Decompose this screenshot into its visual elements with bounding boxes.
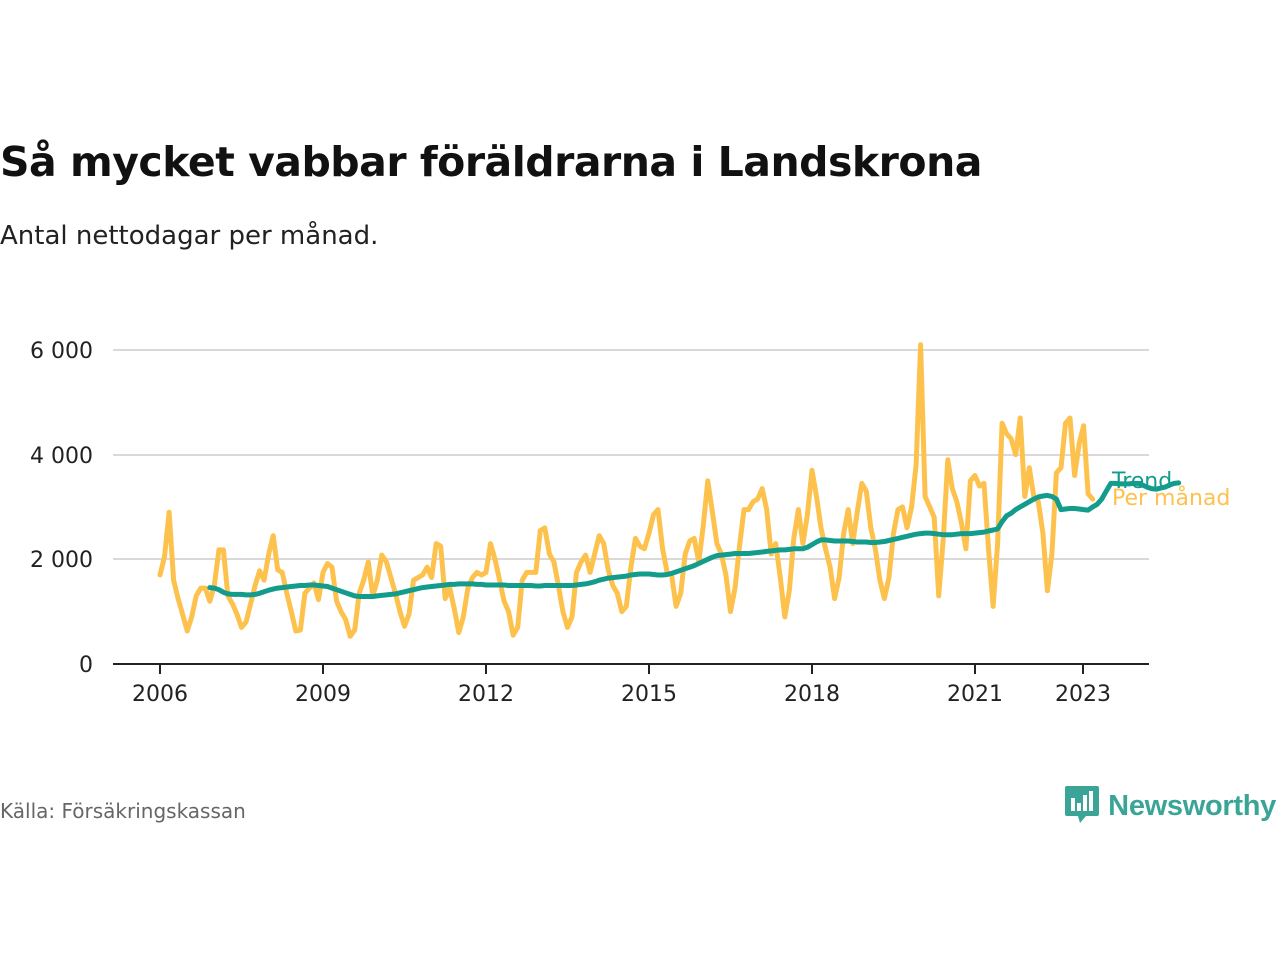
chart-title: Så mycket vabbar föräldrarna i Landskron…	[0, 138, 982, 186]
y-tick-label: 2 000	[30, 548, 93, 573]
x-tick-label: 2018	[784, 682, 840, 707]
x-axis-ticks	[159, 664, 1084, 674]
x-tick-label: 2012	[458, 682, 514, 707]
series-label-per-manad: Per månad	[1112, 485, 1230, 511]
y-axis-labels: 6 000 4 000 2 000 0	[30, 339, 93, 678]
x-tick-label: 2023	[1055, 682, 1111, 707]
y-tick-label: 6 000	[30, 339, 93, 364]
chart-subtitle: Antal nettodagar per månad.	[0, 221, 379, 251]
x-tick-label: 2009	[295, 682, 351, 707]
x-axis-labels: 2006 2009 2012 2015 2018 2021 2023	[132, 682, 1111, 707]
brand-logo: Newsworthy	[1064, 784, 1276, 828]
x-tick-label: 2006	[132, 682, 188, 707]
x-tick-label: 2015	[621, 682, 677, 707]
y-tick-label: 0	[79, 653, 93, 678]
series-label-trend: Trend	[1111, 469, 1172, 494]
y-tick-label: 4 000	[30, 444, 93, 469]
x-tick-label: 2021	[947, 682, 1003, 707]
brand-name: Newsworthy	[1108, 789, 1276, 822]
source-note: Källa: Försäkringskassan	[0, 799, 246, 823]
series-line-per-manad	[157, 342, 1096, 639]
newsworthy-logo-icon	[1064, 784, 1100, 828]
series-line-trend	[207, 480, 1182, 599]
